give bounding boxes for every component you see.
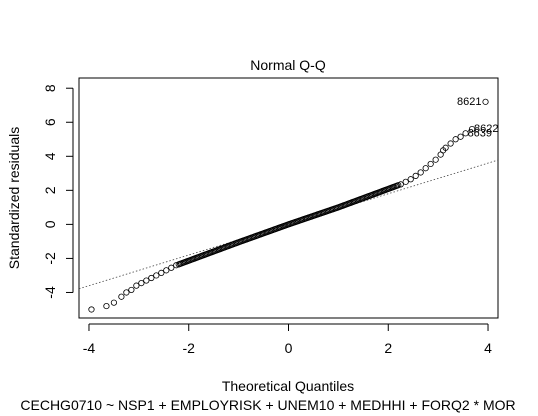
model-formula: CECHG0710 ~ NSP1 + EMPLOYRISK + UNEM10 +… — [20, 397, 515, 413]
chart-title: Normal Q-Q — [250, 57, 326, 73]
x-axis: -4 -2 0 2 4 — [83, 323, 492, 356]
y-tick-label: -4 — [42, 286, 58, 299]
x-tick-label: 4 — [484, 340, 492, 356]
data-point — [163, 267, 170, 274]
data-point — [103, 302, 110, 310]
x-tick-label: 0 — [285, 340, 293, 356]
y-tick-label: -2 — [42, 252, 58, 265]
x-tick-label: -2 — [183, 340, 196, 356]
data-point — [482, 98, 489, 105]
data-point — [143, 277, 150, 284]
y-tick-label: 4 — [42, 152, 58, 160]
data-points — [88, 98, 489, 313]
data-point — [462, 130, 469, 137]
data-point — [123, 289, 130, 296]
y-tick-label: 2 — [42, 186, 58, 194]
data-point — [138, 280, 145, 287]
data-point — [417, 169, 424, 176]
data-point — [110, 299, 118, 306]
point-label: 8622 — [474, 123, 498, 135]
data-point — [447, 140, 454, 147]
data-point — [148, 274, 155, 282]
point-label: 8639 — [468, 127, 492, 139]
data-point — [128, 286, 135, 294]
data-point — [442, 144, 449, 151]
data-point — [88, 306, 95, 313]
y-axis: -4 -2 0 2 4 6 8 — [42, 84, 74, 299]
data-point — [427, 160, 434, 168]
data-point — [397, 181, 404, 188]
x-tick-label: -4 — [83, 340, 96, 356]
reference-line — [79, 159, 498, 290]
y-tick-label: 6 — [42, 118, 58, 126]
x-tick-label: 2 — [384, 340, 392, 356]
data-point — [118, 293, 125, 300]
data-point — [153, 272, 160, 279]
data-point — [452, 136, 459, 143]
data-point — [468, 125, 476, 133]
data-point — [432, 156, 439, 163]
data-point — [412, 172, 419, 179]
y-tick-label: 0 — [42, 220, 58, 228]
data-point — [173, 262, 180, 269]
x-axis-label: Theoretical Quantiles — [222, 378, 354, 394]
data-point — [402, 178, 409, 185]
data-point — [422, 165, 429, 172]
y-tick-label: 8 — [42, 84, 58, 92]
data-point — [457, 133, 464, 140]
data-point — [407, 176, 414, 183]
y-axis-label: Standardized residuals — [6, 127, 22, 269]
data-point — [158, 269, 165, 276]
point-label: 8621 — [457, 96, 481, 108]
data-point — [395, 182, 402, 189]
data-point — [133, 282, 140, 289]
plot-frame — [78, 77, 499, 319]
data-point — [168, 264, 175, 271]
reference-line-group — [79, 159, 498, 290]
